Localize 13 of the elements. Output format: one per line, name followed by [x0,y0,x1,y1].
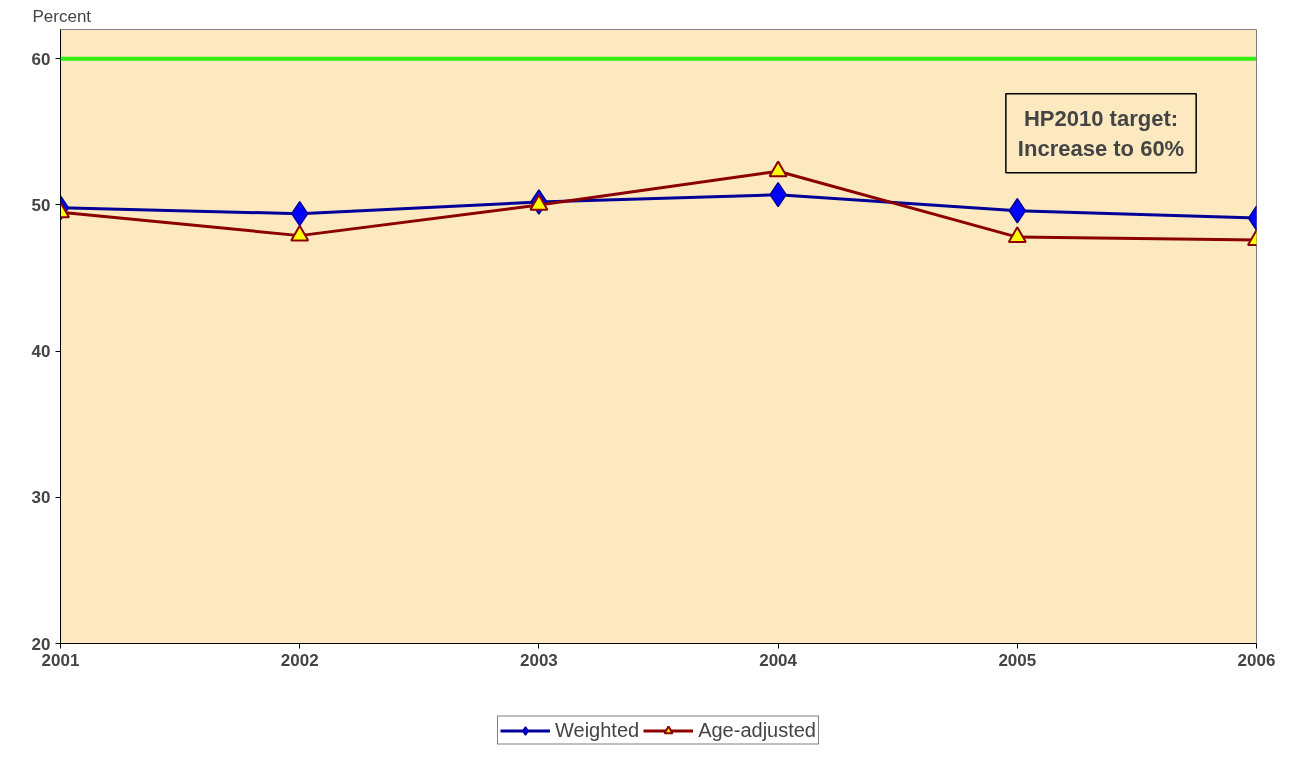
y-tick-label: 60 [31,49,51,69]
y-tick-label: 50 [31,195,51,215]
x-tick-label: 2006 [1237,650,1276,670]
x-tick-label: 2003 [519,650,558,670]
x-tick-label: 2002 [280,650,319,670]
legend-label: Weighted [554,718,640,742]
legend-label: Age-adjusted [698,718,817,742]
y-tick-label: 30 [31,488,51,508]
x-tick-label: 2004 [759,650,798,670]
y-tick-label: 40 [31,342,51,362]
x-tick-label: 2005 [998,650,1037,670]
y-axis-title: Percent [32,6,92,26]
annotation: HP2010 target: Increase to 60% [1017,105,1185,161]
